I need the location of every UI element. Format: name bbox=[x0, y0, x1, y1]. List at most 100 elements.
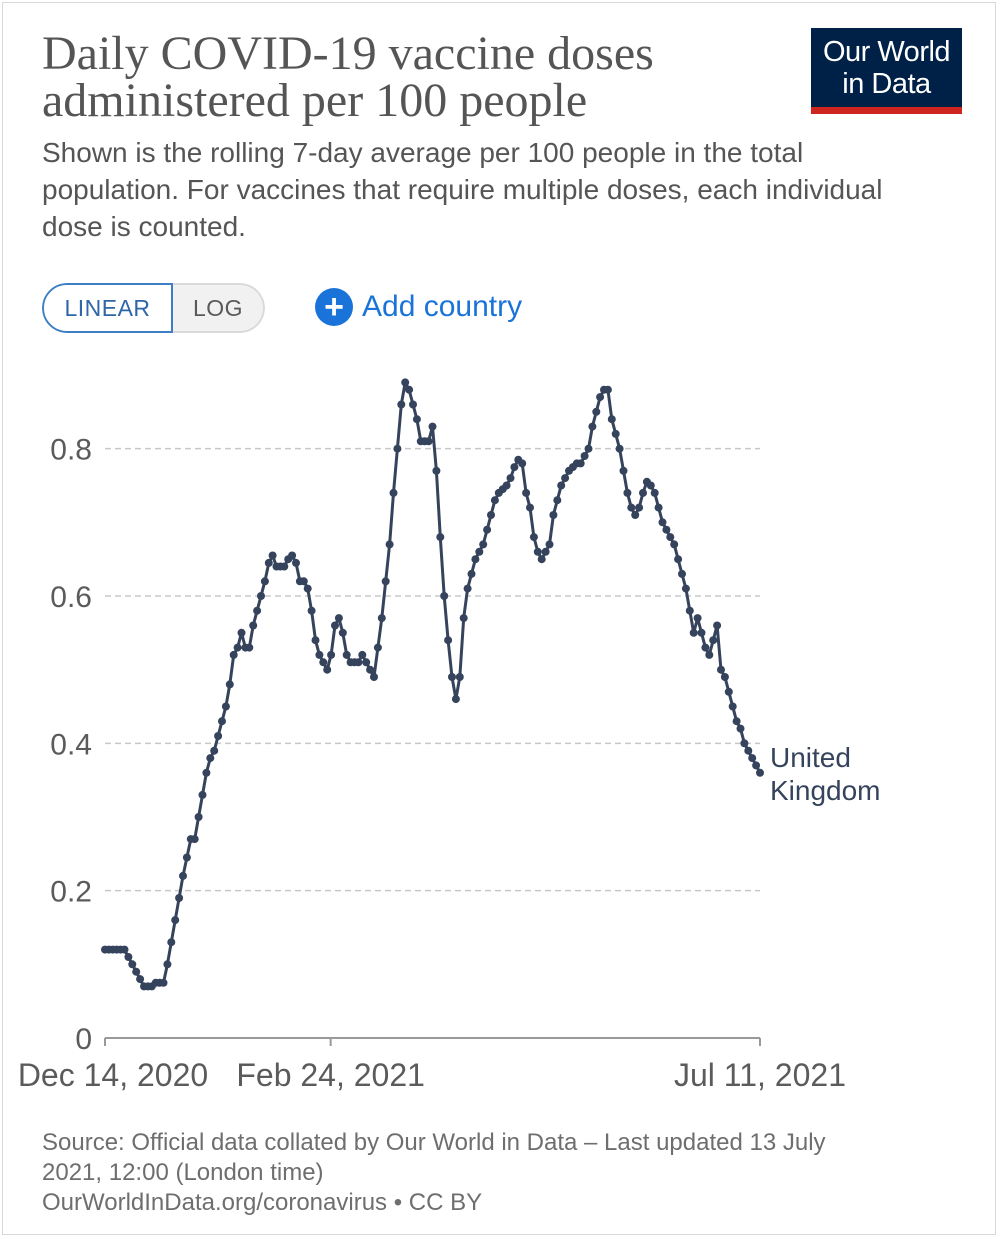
data-point[interactable] bbox=[288, 551, 297, 560]
data-point[interactable] bbox=[685, 606, 694, 615]
data-point[interactable] bbox=[487, 511, 495, 519]
data-point[interactable] bbox=[253, 606, 262, 615]
data-point[interactable] bbox=[342, 650, 351, 659]
data-point[interactable] bbox=[518, 459, 527, 468]
data-point[interactable] bbox=[631, 511, 640, 519]
data-point[interactable] bbox=[401, 378, 410, 387]
data-point[interactable] bbox=[756, 768, 764, 777]
data-point[interactable] bbox=[459, 614, 468, 623]
data-point[interactable] bbox=[370, 673, 378, 681]
data-point[interactable] bbox=[319, 658, 328, 667]
data-point[interactable] bbox=[510, 463, 519, 472]
data-point[interactable] bbox=[334, 614, 343, 623]
data-point[interactable] bbox=[646, 481, 655, 490]
data-point[interactable] bbox=[490, 496, 499, 505]
data-point[interactable] bbox=[159, 978, 168, 987]
data-point[interactable] bbox=[167, 938, 176, 947]
data-point[interactable] bbox=[260, 577, 269, 586]
data-point[interactable] bbox=[693, 614, 702, 623]
data-point[interactable] bbox=[229, 650, 238, 659]
data-point[interactable] bbox=[603, 385, 612, 394]
data-point[interactable] bbox=[717, 665, 725, 674]
data-point[interactable] bbox=[373, 643, 382, 652]
data-point[interactable] bbox=[506, 474, 515, 483]
data-point[interactable] bbox=[576, 459, 585, 468]
data-point[interactable] bbox=[366, 665, 375, 674]
data-point[interactable] bbox=[218, 717, 226, 726]
data-point[interactable] bbox=[529, 533, 538, 542]
data-point[interactable] bbox=[689, 628, 698, 637]
data-point[interactable] bbox=[327, 650, 336, 659]
data-point[interactable] bbox=[553, 496, 562, 505]
data-point[interactable] bbox=[596, 393, 605, 402]
data-point[interactable] bbox=[635, 503, 644, 512]
data-point[interactable] bbox=[163, 960, 172, 969]
data-point[interactable] bbox=[428, 422, 437, 431]
data-point[interactable] bbox=[670, 540, 679, 549]
data-point[interactable] bbox=[526, 503, 534, 512]
data-point[interactable] bbox=[732, 717, 741, 726]
data-point[interactable] bbox=[623, 488, 632, 497]
series-line[interactable] bbox=[105, 380, 762, 988]
data-point[interactable] bbox=[179, 871, 187, 880]
data-point[interactable] bbox=[381, 577, 390, 586]
data-point[interactable] bbox=[448, 673, 456, 681]
data-point[interactable] bbox=[483, 525, 492, 534]
data-point[interactable] bbox=[713, 621, 722, 630]
data-point[interactable] bbox=[654, 503, 663, 512]
data-point[interactable] bbox=[202, 768, 211, 777]
data-point[interactable] bbox=[502, 481, 511, 490]
data-point[interactable] bbox=[650, 488, 659, 497]
data-point[interactable] bbox=[225, 680, 234, 689]
data-point[interactable] bbox=[358, 650, 367, 659]
data-point[interactable] bbox=[588, 422, 597, 431]
log-scale-button[interactable]: LOG bbox=[173, 283, 265, 333]
data-point[interactable] bbox=[311, 636, 320, 645]
data-point[interactable] bbox=[233, 643, 242, 652]
data-point[interactable] bbox=[194, 813, 203, 821]
data-point[interactable] bbox=[678, 569, 686, 578]
data-point[interactable] bbox=[299, 577, 308, 586]
data-point[interactable] bbox=[307, 606, 316, 615]
data-point[interactable] bbox=[385, 540, 394, 549]
data-point[interactable] bbox=[709, 636, 718, 645]
data-point[interactable] bbox=[697, 628, 706, 637]
data-point[interactable] bbox=[264, 558, 273, 567]
data-point[interactable] bbox=[323, 665, 332, 674]
data-point[interactable] bbox=[607, 415, 616, 424]
data-point[interactable] bbox=[611, 429, 620, 438]
data-point[interactable] bbox=[128, 960, 137, 969]
data-point[interactable] bbox=[315, 650, 324, 659]
data-point[interactable] bbox=[237, 628, 246, 637]
data-point[interactable] bbox=[124, 953, 133, 961]
data-point[interactable] bbox=[541, 547, 550, 556]
data-point[interactable] bbox=[331, 621, 339, 630]
data-point[interactable] bbox=[377, 614, 386, 623]
data-point[interactable] bbox=[136, 975, 145, 984]
data-point[interactable] bbox=[674, 555, 683, 564]
data-point[interactable] bbox=[280, 562, 289, 571]
data-point[interactable] bbox=[549, 511, 558, 519]
data-point[interactable] bbox=[210, 746, 219, 755]
data-point[interactable] bbox=[245, 643, 254, 652]
data-point[interactable] bbox=[471, 555, 480, 564]
data-point[interactable] bbox=[221, 702, 230, 711]
data-point[interactable] bbox=[436, 533, 445, 542]
owid-logo[interactable]: Our World in Data bbox=[811, 28, 962, 114]
data-point[interactable] bbox=[736, 724, 745, 733]
linear-scale-button[interactable]: LINEAR bbox=[42, 283, 173, 333]
data-point[interactable] bbox=[354, 658, 363, 667]
add-country-button[interactable]: + Add country bbox=[315, 285, 522, 329]
data-point[interactable] bbox=[619, 466, 628, 475]
data-point[interactable] bbox=[580, 452, 589, 460]
data-point[interactable] bbox=[522, 488, 531, 497]
data-point[interactable] bbox=[268, 551, 277, 560]
data-point[interactable] bbox=[440, 592, 449, 600]
data-point[interactable] bbox=[424, 437, 433, 446]
data-point[interactable] bbox=[744, 746, 753, 755]
data-point[interactable] bbox=[748, 754, 757, 763]
data-point[interactable] bbox=[705, 650, 714, 659]
data-point[interactable] bbox=[584, 444, 593, 453]
data-point[interactable] bbox=[724, 687, 733, 696]
data-point[interactable] bbox=[615, 444, 624, 453]
